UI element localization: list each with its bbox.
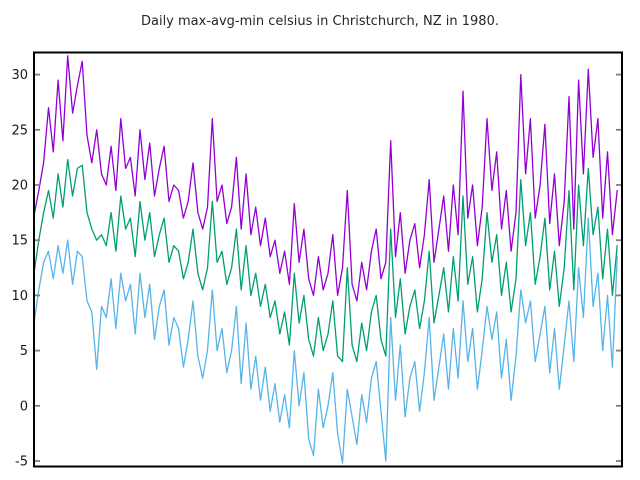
y-tick-label: -5 <box>15 454 28 469</box>
series-line-max <box>33 55 618 302</box>
y-tick-label: 5 <box>20 344 28 359</box>
series-line-avg <box>33 158 618 363</box>
series-line-min <box>33 217 618 464</box>
y-tick-label: 20 <box>11 178 28 193</box>
y-tick-label: 30 <box>11 68 28 83</box>
y-tick-label: 25 <box>11 123 28 138</box>
plot-border <box>33 51 623 468</box>
y-tick-label: 0 <box>20 399 28 414</box>
y-tick-label: 15 <box>11 234 28 249</box>
y-tick-label: 10 <box>11 289 28 304</box>
chart-title: Daily max-avg-min celsius in Christchurc… <box>140 14 499 29</box>
